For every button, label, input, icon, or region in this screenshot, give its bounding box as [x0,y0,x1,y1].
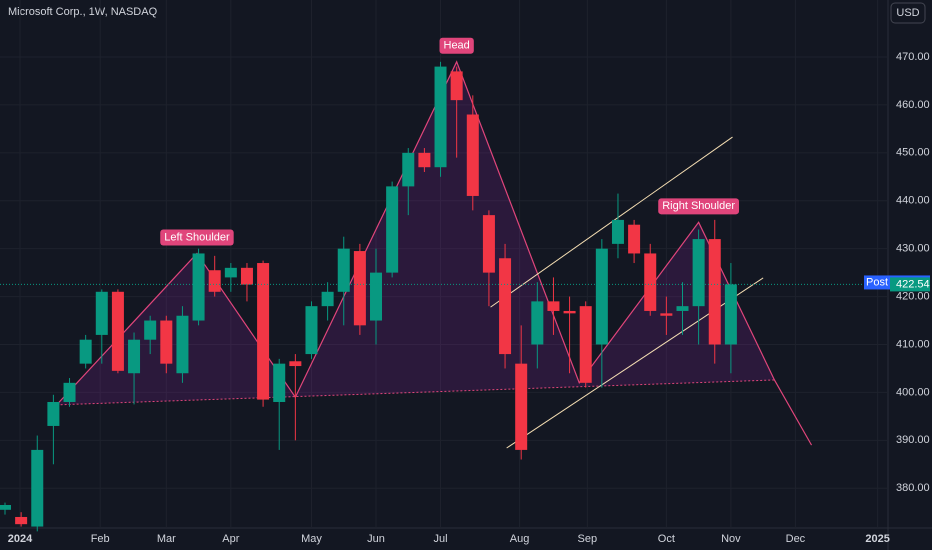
x-tick-label: May [301,533,322,545]
candle-body [482,215,495,273]
annotation-box [439,37,474,54]
x-tick-label: Dec [786,533,806,545]
x-tick-label: 2025 [865,533,889,545]
candle-body [305,306,318,355]
currency[interactable]: USD [896,7,919,19]
y-tick-label: 420.00 [896,290,930,302]
candle-body [644,253,657,311]
channel-line [490,136,733,308]
chart-title: Microsoft Corp., 1W, NASDAQ [8,6,158,18]
candle-body [111,291,124,371]
pattern-area [56,61,775,405]
annotation-box [160,229,234,246]
candle-body [0,505,12,510]
candle-body [418,152,431,168]
candle-body [240,267,253,285]
candle-body [15,516,28,525]
annotation: Right Shoulder [662,200,735,212]
candle-body [724,284,737,345]
y-tick-label: 460.00 [896,99,930,111]
candle-body [386,186,399,273]
last-price-box [890,277,930,292]
candle-body [63,382,76,402]
candle-body [692,239,705,307]
candle-body [402,152,415,187]
x-tick-label: Nov [721,533,741,545]
candle-body [321,291,334,307]
candle-body [95,291,108,335]
y-tick-label: 400.00 [896,386,930,398]
x-tick-label: Mar [157,533,176,545]
candle-body [611,219,624,244]
candle-body [192,253,205,321]
x-tick-label: Apr [222,533,239,545]
candle-body [595,248,608,345]
candle-body [128,339,141,374]
candle-body [337,248,350,292]
y-tick-label: 430.00 [896,243,930,255]
x-tick-label: Aug [510,533,530,545]
x-tick-label: Jun [367,533,385,545]
candle-body [224,267,237,278]
candle-body [499,258,512,355]
candle-body [450,71,463,101]
y-tick-label: 390.00 [896,434,930,446]
candle-body [531,301,544,345]
candle-body [144,320,157,340]
x-tick-label: Oct [658,533,675,545]
candle-body [47,401,60,426]
annotation: Left Shoulder [164,231,230,243]
annotation-box [658,198,740,215]
candle-body [434,66,447,168]
candle-body [370,272,383,321]
currency-button[interactable] [890,2,926,24]
candle-body [466,114,479,196]
post-badge [864,275,890,290]
x-tick-label: Jul [434,533,448,545]
candle-body [257,263,270,400]
candle-body [515,363,528,450]
candle-body [660,313,673,316]
y-tick-label: 380.00 [896,482,930,494]
candle-body [547,301,560,311]
y-tick-label: 410.00 [896,338,930,350]
annotation: Head [444,40,470,52]
last-price: 422.54 [896,278,930,290]
x-tick-label: 2024 [8,533,33,545]
x-tick-label: Feb [91,533,110,545]
post-name: Post [866,276,888,288]
candle-body [79,339,92,364]
candle-body [579,306,592,383]
candle-body [289,361,302,367]
y-tick-label: 440.00 [896,195,930,207]
candle-body [708,239,721,345]
y-tick-label: 450.00 [896,147,930,159]
candle-body [160,320,173,364]
candle-body [176,315,189,374]
y-tick-label: 470.00 [896,51,930,63]
candle-body [563,310,576,314]
candle-body [353,251,366,326]
candle-body [31,449,44,527]
candle-body [273,363,286,402]
candle-body [208,270,221,292]
candle-body [628,224,641,254]
x-tick-label: Sep [578,533,598,545]
candle-body [676,306,689,311]
